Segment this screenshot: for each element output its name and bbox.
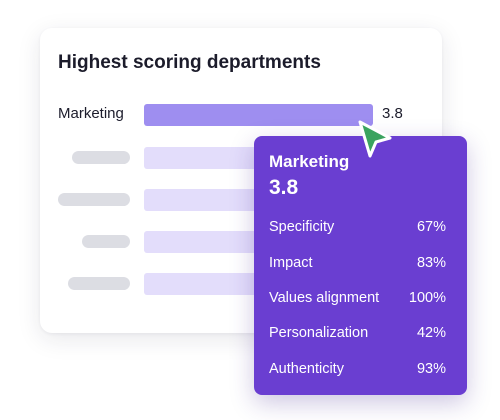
row-label-placeholder <box>82 235 130 248</box>
metric-value: 67% <box>416 219 446 235</box>
bar-marketing[interactable] <box>144 104 373 126</box>
tooltip-metric: Personalization 42% <box>254 325 467 345</box>
tooltip-metric: Authenticity 93% <box>254 361 467 381</box>
bar-placeholder <box>144 189 264 211</box>
metric-name: Authenticity <box>269 361 344 377</box>
metric-name: Specificity <box>269 219 335 235</box>
tooltip-metric: Impact 83% <box>254 255 467 275</box>
row-label-placeholder <box>72 151 130 164</box>
bar-placeholder <box>144 273 264 295</box>
metric-value: 83% <box>416 255 446 271</box>
pointer-arrow-icon <box>358 120 392 158</box>
tooltip-score: 3.8 <box>269 176 299 199</box>
chart-row-placeholder <box>40 189 442 211</box>
row-label-placeholder <box>58 193 130 206</box>
metric-value: 93% <box>416 361 446 377</box>
metric-name: Personalization <box>269 325 369 341</box>
chart-row-placeholder <box>40 273 442 295</box>
row-label-placeholder <box>68 277 130 290</box>
bar-placeholder <box>144 147 264 169</box>
metric-value: 42% <box>416 325 446 341</box>
metric-name: Values alignment <box>269 290 380 306</box>
metric-name: Impact <box>269 255 313 271</box>
tooltip-metric: Specificity 67% <box>254 219 467 239</box>
tooltip-metric: Values alignment 100% <box>254 290 467 310</box>
metric-value: 100% <box>408 290 446 306</box>
bar-placeholder <box>144 231 264 253</box>
score-tooltip: Marketing 3.8 Specificity 67% Impact 83%… <box>254 136 467 395</box>
row-label-marketing: Marketing <box>58 105 124 122</box>
chart-row-marketing[interactable]: Marketing 3.8 <box>40 104 442 126</box>
card-title: Highest scoring departments <box>58 52 321 73</box>
tooltip-department: Marketing <box>269 152 350 171</box>
chart-row-placeholder <box>40 147 442 169</box>
chart-row-placeholder <box>40 231 442 253</box>
bar-value-marketing: 3.8 <box>382 105 403 122</box>
